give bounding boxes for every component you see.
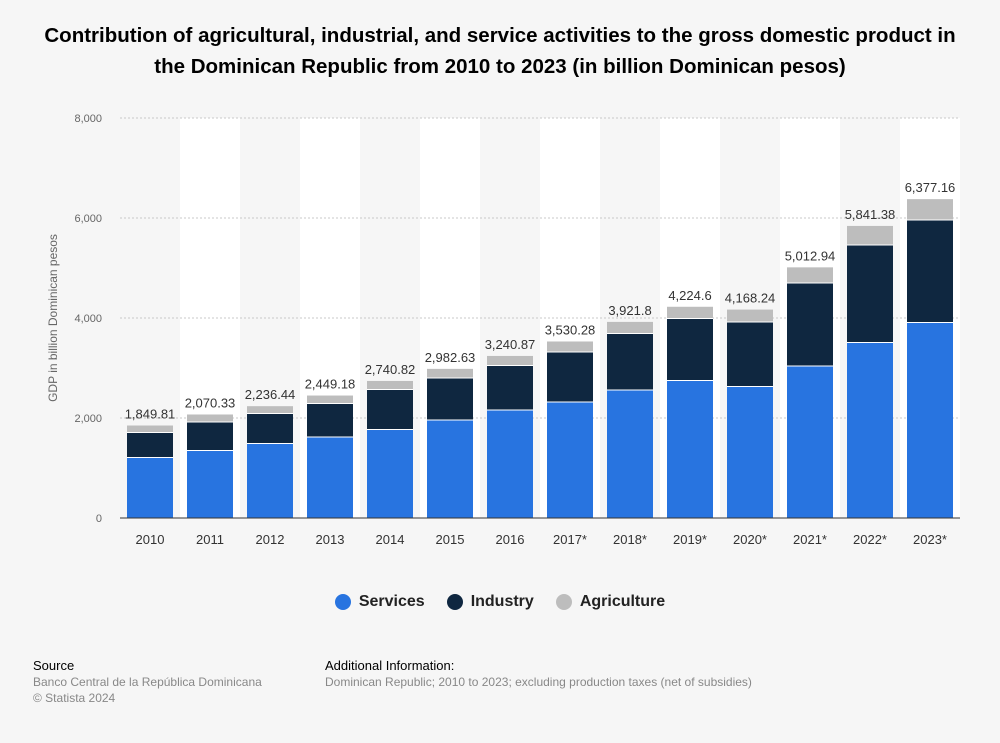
legend-item-services[interactable]: Services — [334, 593, 425, 611]
source-block: Source Banco Central de la República Dom… — [33, 658, 262, 706]
legend-item-industry[interactable]: Industry — [446, 593, 534, 611]
y-tick-label: 4,000 — [74, 313, 102, 325]
legend-swatch-agriculture — [555, 594, 572, 610]
bar-industry-2015[interactable] — [427, 378, 473, 420]
total-data-label: 2,070.33 — [185, 395, 236, 410]
bar-industry-2011[interactable] — [187, 422, 233, 451]
x-tick-label: 2016 — [496, 532, 525, 547]
total-data-label: 1,849.81 — [125, 407, 176, 422]
bar-services-2019[interactable] — [667, 380, 713, 519]
bar-services-2022[interactable] — [847, 342, 893, 519]
bar-agriculture-2011[interactable] — [187, 414, 233, 422]
total-data-label: 5,012.94 — [785, 248, 836, 263]
stacked-bar-chart: 1,849.81 2,070.33 2,236.44 2,449.18 2,740.82… — [46, 113, 960, 547]
bar-industry-2021[interactable] — [787, 283, 833, 366]
bar-industry-2017[interactable] — [547, 352, 593, 402]
bar-services-2013[interactable] — [307, 437, 353, 518]
legend: Services Industry Agriculture — [0, 593, 1000, 611]
total-data-label: 3,530.28 — [545, 322, 596, 337]
legend-label-industry: Industry — [470, 593, 534, 610]
additional-info-heading: Additional Information: — [325, 658, 455, 673]
legend-label-agriculture: Agriculture — [579, 593, 666, 610]
total-data-label: 3,240.87 — [485, 337, 536, 352]
total-data-label: 2,982.63 — [425, 350, 476, 365]
bar-services-2015[interactable] — [427, 420, 473, 518]
x-tick-label: 2010 — [136, 532, 165, 547]
total-data-label: 5,841.38 — [845, 207, 896, 222]
bar-services-2014[interactable] — [367, 429, 413, 519]
bar-industry-2023[interactable] — [907, 220, 953, 323]
bar-industry-2013[interactable] — [307, 403, 353, 438]
legend-swatch-services — [334, 594, 351, 610]
additional-info-block: Additional Information: Dominican Republ… — [325, 658, 752, 690]
bar-services-2010[interactable] — [127, 457, 173, 519]
bar-services-2016[interactable] — [487, 410, 533, 518]
x-tick-label: 2015 — [436, 532, 465, 547]
y-axis-label: GDP in billion Dominican pesos — [46, 234, 60, 402]
bar-industry-2022[interactable] — [847, 245, 893, 343]
source-heading: Source — [33, 658, 75, 673]
bar-industry-2012[interactable] — [247, 413, 293, 444]
bar-agriculture-2022[interactable] — [847, 225, 893, 245]
bar-services-2021[interactable] — [787, 366, 833, 518]
x-tick-label: 2012 — [256, 532, 285, 547]
copyright: © Statista 2024 — [33, 691, 116, 705]
bar-agriculture-2018[interactable] — [607, 321, 653, 334]
bar-services-2020[interactable] — [727, 386, 773, 519]
legend-label-services: Services — [358, 593, 425, 610]
y-tick-label: 0 — [96, 513, 102, 525]
total-data-label: 2,740.82 — [365, 362, 416, 377]
bar-agriculture-2013[interactable] — [307, 395, 353, 404]
x-tick-label: 2023* — [913, 532, 947, 547]
chart-title: Contribution of agricultural, industrial… — [44, 24, 956, 78]
bar-industry-2010[interactable] — [127, 432, 173, 458]
y-tick-label: 6,000 — [74, 213, 102, 225]
x-tick-label: 2021* — [793, 532, 827, 547]
bar-agriculture-2021[interactable] — [787, 267, 833, 283]
bar-agriculture-2015[interactable] — [427, 368, 473, 378]
bar-industry-2019[interactable] — [667, 318, 713, 381]
total-data-label: 6,377.16 — [905, 180, 956, 195]
bar-industry-2014[interactable] — [367, 389, 413, 430]
bar-agriculture-2019[interactable] — [667, 306, 713, 319]
bar-services-2018[interactable] — [607, 390, 653, 518]
total-data-label: 2,236.44 — [245, 387, 296, 402]
bar-agriculture-2017[interactable] — [547, 341, 593, 352]
source-link[interactable]: Banco Central de la República Dominicana — [33, 675, 262, 689]
total-data-label: 4,168.24 — [725, 291, 776, 306]
bar-agriculture-2012[interactable] — [247, 406, 293, 414]
legend-item-agriculture[interactable]: Agriculture — [555, 593, 666, 611]
y-tick-label: 8,000 — [74, 113, 102, 125]
x-tick-label: 2018* — [613, 532, 647, 547]
y-tick-label: 2,000 — [74, 413, 102, 425]
x-tick-label: 2020* — [733, 532, 767, 547]
bar-industry-2020[interactable] — [727, 322, 773, 387]
x-tick-label: 2013 — [316, 532, 345, 547]
bar-services-2011[interactable] — [187, 450, 233, 519]
x-tick-label: 2014 — [376, 532, 405, 547]
x-tick-label: 2022* — [853, 532, 887, 547]
bar-industry-2016[interactable] — [487, 365, 533, 411]
legend-swatch-industry — [446, 594, 463, 610]
total-data-label: 2,449.18 — [305, 377, 356, 392]
bar-agriculture-2016[interactable] — [487, 355, 533, 366]
bar-services-2012[interactable] — [247, 443, 293, 519]
bar-agriculture-2010[interactable] — [127, 425, 173, 433]
bar-agriculture-2023[interactable] — [907, 199, 953, 220]
bar-agriculture-2020[interactable] — [727, 309, 773, 322]
bar-agriculture-2014[interactable] — [367, 380, 413, 390]
total-data-label: 3,921.8 — [608, 303, 651, 318]
bar-services-2023[interactable] — [907, 322, 953, 519]
x-tick-label: 2011 — [196, 532, 224, 547]
x-tick-label: 2019* — [673, 532, 707, 547]
bar-services-2017[interactable] — [547, 402, 593, 518]
x-tick-label: 2017* — [553, 532, 587, 547]
bar-industry-2018[interactable] — [607, 333, 653, 391]
total-data-label: 4,224.6 — [668, 288, 711, 303]
additional-info-text: Dominican Republic; 2010 to 2023; exclud… — [325, 675, 752, 689]
